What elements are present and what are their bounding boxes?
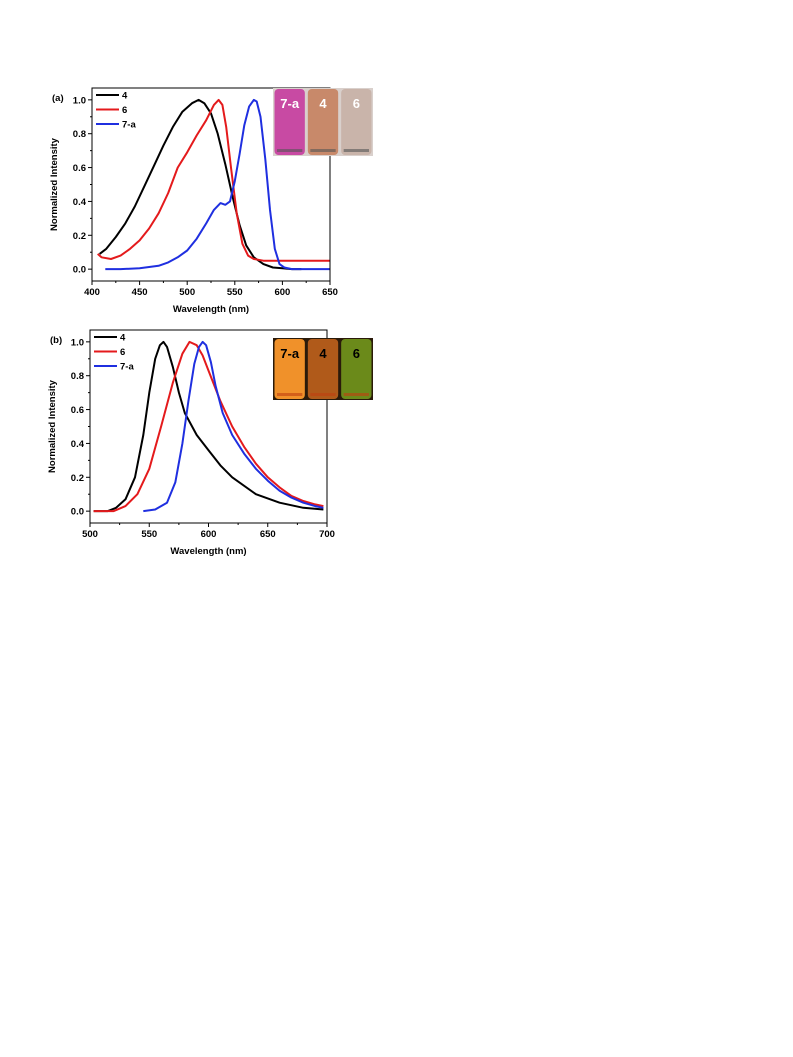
x-tick-label: 550 [141,529,157,540]
panel-label: (a) [52,93,64,104]
y-tick-label: 0.0 [71,507,84,518]
chart-panel-b: (b) 500 550 600 650 700 0.0 0.2 0.4 0.6 0.8 1.0 Wave… [47,329,373,557]
x-tick-label: 500 [179,287,195,298]
y-tick-label: 0.4 [73,197,87,208]
series-line-7-a [105,98,330,271]
vial-label-4: 4 [319,346,327,361]
legend: 4 6 7-a [96,91,136,131]
legend-label-4: 4 [122,91,128,102]
vial-base [343,149,369,152]
vial-6 [341,339,372,399]
vial-photo-inset: 7-a 4 6 [273,88,373,156]
vial-base [310,149,336,152]
x-axis-title: Wavelength (nm) [173,304,249,315]
series-group [97,98,330,271]
chart-panel-a: (a) 400 450 500 550 600 650 0.0 0.2 0.4 0.6 0.8 1.0 W… [49,87,373,315]
vial-6 [341,89,372,155]
series-line-6 [97,98,330,262]
legend: 4 6 7-a [94,333,134,373]
vial-7-a [274,339,305,399]
series-line-4 [93,340,324,513]
y-tick-label: 1.0 [71,337,84,348]
y-tick-label: 0.6 [71,405,84,416]
series-line-6 [93,340,324,513]
vial-7-a [274,89,305,155]
legend-label-4: 4 [120,333,126,344]
y-tick-label: 0.2 [71,473,84,484]
vial-base [310,393,336,396]
legend-label-7-a: 7-a [120,362,134,373]
x-tick-label: 650 [322,287,338,298]
x-tick-label: 500 [82,529,98,540]
y-tick-label: 0.4 [71,439,85,450]
x-tick-label: 550 [227,287,243,298]
vial-base [277,393,303,396]
x-tick-label: 400 [84,287,100,298]
vial-label-4: 4 [319,96,327,111]
y-tick-label: 0.0 [73,265,86,276]
x-tick-label: 700 [319,529,335,540]
series-line-7-a [143,340,324,513]
y-tick-label: 0.8 [73,129,86,140]
x-axis-title: Wavelength (nm) [170,546,246,557]
y-tick-label: 0.8 [71,371,84,382]
vial-label-7-a: 7-a [280,96,300,111]
vial-label-6: 6 [353,346,360,361]
series-line-4 [98,98,302,271]
legend-label-6: 6 [122,105,127,116]
legend-label-7-a: 7-a [122,120,136,131]
x-tick-label: 650 [260,529,276,540]
vial-base [343,393,369,396]
vial-4 [307,339,339,399]
y-tick-label: 0.6 [73,163,86,174]
x-tick-label: 450 [132,287,148,298]
vial-label-7-a: 7-a [280,346,300,361]
vial-label-6: 6 [353,96,360,111]
y-axis-title: Normalized Intensity [47,379,58,473]
series-group [93,340,324,513]
panel-label: (b) [50,335,62,346]
y-tick-label: 0.2 [73,231,86,242]
vial-photo-inset: 7-a 4 6 [273,338,373,400]
legend-label-6: 6 [120,347,125,358]
y-tick-label: 1.0 [73,95,86,106]
x-tick-label: 600 [201,529,217,540]
x-tick-label: 600 [274,287,290,298]
y-axis-title: Normalized Intensity [49,137,60,231]
vial-base [277,149,303,152]
vial-4 [307,89,339,155]
